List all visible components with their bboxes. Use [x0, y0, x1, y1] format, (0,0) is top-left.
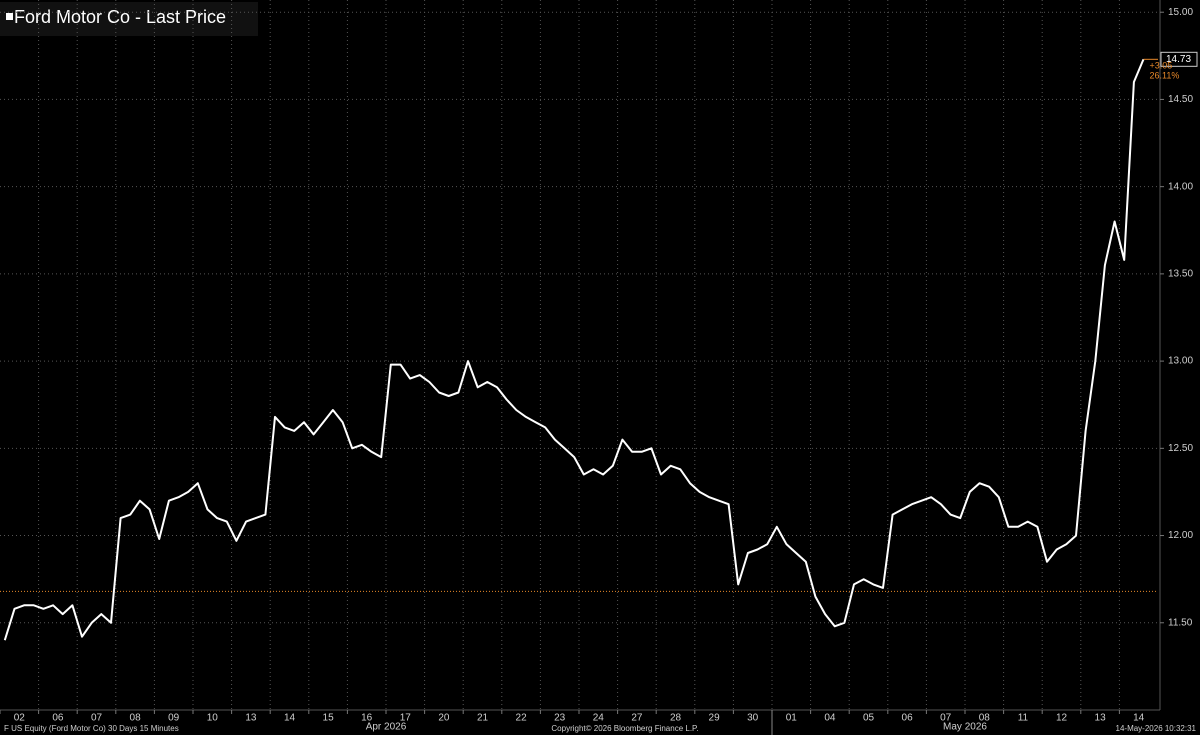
x-tick-label: 29: [709, 713, 721, 724]
x-tick-label: 20: [438, 713, 450, 724]
x-tick-label: 12: [1056, 713, 1068, 724]
x-tick-label: 06: [902, 713, 914, 724]
footer-left: F US Equity (Ford Motor Co) 30 Days 15 M…: [4, 724, 179, 733]
y-tick-label: 14.00: [1168, 181, 1193, 192]
price-line: [3, 58, 1145, 641]
change-pct-label: 26.11%: [1150, 71, 1180, 81]
x-tick-label: 08: [979, 713, 991, 724]
x-tick-label: 17: [400, 713, 412, 724]
x-tick-label: 10: [207, 713, 219, 724]
x-tick-label: 05: [863, 713, 875, 724]
y-tick-label: 11.50: [1168, 617, 1193, 628]
x-tick-label: 11: [1018, 713, 1029, 724]
x-tick-label: 14: [1133, 713, 1145, 724]
month-label: Apr 2026: [366, 722, 407, 733]
y-tick-label: 15.00: [1168, 7, 1193, 18]
x-tick-label: 02: [14, 713, 26, 724]
footer-right: 14-May-2026 10:32:31: [1116, 724, 1197, 733]
x-tick-label: 14: [284, 713, 296, 724]
x-tick-label: 27: [631, 713, 643, 724]
y-tick-label: 14.50: [1168, 94, 1193, 105]
x-tick-label: 07: [91, 713, 103, 724]
x-tick-label: 09: [168, 713, 180, 724]
x-tick-label: 22: [516, 713, 528, 724]
last-price-label: 14.73: [1166, 54, 1191, 65]
x-tick-label: 24: [593, 713, 605, 724]
x-tick-label: 16: [361, 713, 373, 724]
change-label: +3.05: [1150, 61, 1173, 71]
x-tick-label: 04: [824, 713, 836, 724]
title-box: [0, 2, 258, 36]
x-tick-label: 23: [554, 713, 566, 724]
y-tick-label: 12.50: [1168, 443, 1193, 454]
x-tick-label: 13: [245, 713, 257, 724]
legend-swatch: [6, 13, 13, 20]
x-tick-label: 01: [786, 713, 798, 724]
x-tick-label: 21: [477, 713, 489, 724]
last-price-box: [1160, 51, 1198, 67]
month-label: May 2026: [943, 722, 987, 733]
x-tick-label: 30: [747, 713, 759, 724]
x-tick-label: 08: [130, 713, 142, 724]
x-tick-label: 07: [940, 713, 952, 724]
y-tick-label: 13.00: [1168, 356, 1193, 367]
x-tick-label: 28: [670, 713, 682, 724]
chart-title: Ford Motor Co - Last Price: [14, 7, 226, 27]
x-tick-label: 06: [52, 713, 64, 724]
footer-center: Copyright© 2026 Bloomberg Finance L.P.: [551, 724, 698, 733]
y-tick-label: 12.00: [1168, 530, 1193, 541]
x-tick-label: 13: [1095, 713, 1107, 724]
y-tick-label: 13.50: [1168, 269, 1193, 280]
x-tick-label: 15: [323, 713, 335, 724]
